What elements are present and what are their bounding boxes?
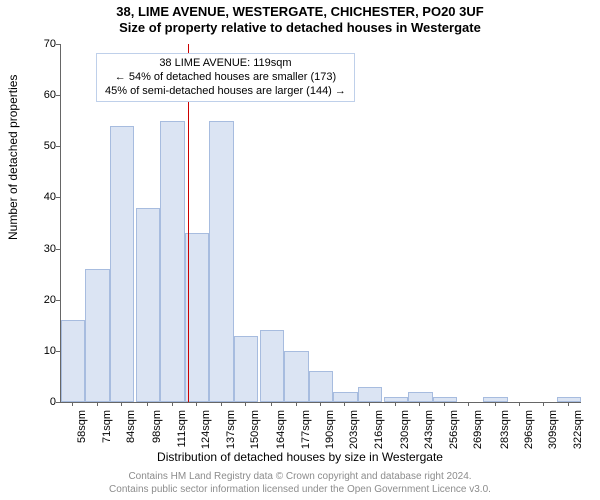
y-axis-label: Number of detached properties bbox=[6, 75, 20, 240]
histogram-bar bbox=[234, 336, 258, 402]
chart-container: { "chart": { "type": "histogram", "backg… bbox=[0, 0, 600, 500]
x-tick-mark bbox=[296, 402, 297, 406]
annotation-box: 38 LIME AVENUE: 119sqm ← 54% of detached… bbox=[96, 53, 355, 102]
y-tick-label: 40 bbox=[44, 191, 56, 203]
y-tick-label: 60 bbox=[44, 89, 56, 101]
x-tick-label: 269sqm bbox=[472, 410, 484, 460]
x-tick-mark bbox=[395, 402, 396, 406]
histogram-bar bbox=[358, 387, 382, 402]
x-tick-mark bbox=[271, 402, 272, 406]
histogram-bar bbox=[284, 351, 308, 402]
x-tick-mark bbox=[172, 402, 173, 406]
x-tick-mark bbox=[147, 402, 148, 406]
x-tick-label: 230sqm bbox=[399, 410, 411, 460]
y-tick-label: 10 bbox=[44, 345, 56, 357]
y-tick-label: 70 bbox=[44, 38, 56, 50]
x-tick-mark bbox=[495, 402, 496, 406]
y-tick-label: 30 bbox=[44, 243, 56, 255]
x-tick-label: 190sqm bbox=[324, 410, 336, 460]
x-tick-mark bbox=[369, 402, 370, 406]
x-tick-mark bbox=[72, 402, 73, 406]
x-tick-label: 177sqm bbox=[300, 410, 312, 460]
chart-titles: 38, LIME AVENUE, WESTERGATE, CHICHESTER,… bbox=[0, 4, 600, 37]
x-tick-label: 296sqm bbox=[523, 410, 535, 460]
y-tick-mark bbox=[56, 351, 60, 352]
annotation-line1: 38 LIME AVENUE: 119sqm bbox=[105, 57, 346, 71]
histogram-bar bbox=[85, 269, 109, 402]
y-tick-label: 50 bbox=[44, 140, 56, 152]
x-tick-mark bbox=[543, 402, 544, 406]
histogram-bar bbox=[136, 208, 160, 402]
x-tick-label: 137sqm bbox=[225, 410, 237, 460]
x-tick-mark bbox=[519, 402, 520, 406]
y-tick-mark bbox=[56, 402, 60, 403]
x-tick-mark bbox=[320, 402, 321, 406]
x-tick-mark bbox=[568, 402, 569, 406]
x-tick-mark bbox=[245, 402, 246, 406]
x-tick-label: 111sqm bbox=[176, 410, 188, 460]
histogram-bar bbox=[209, 121, 233, 402]
x-tick-mark bbox=[444, 402, 445, 406]
footer-line1: Contains HM Land Registry data © Crown c… bbox=[0, 471, 600, 484]
histogram-bar bbox=[260, 330, 284, 402]
x-tick-mark bbox=[196, 402, 197, 406]
histogram-bar bbox=[408, 392, 432, 402]
x-tick-label: 98sqm bbox=[151, 410, 163, 460]
x-tick-label: 71sqm bbox=[101, 410, 113, 460]
x-tick-mark bbox=[121, 402, 122, 406]
x-tick-label: 150sqm bbox=[249, 410, 261, 460]
title-address: 38, LIME AVENUE, WESTERGATE, CHICHESTER,… bbox=[0, 4, 600, 20]
x-tick-label: 84sqm bbox=[125, 410, 137, 460]
x-tick-label: 256sqm bbox=[448, 410, 460, 460]
y-tick-mark bbox=[56, 95, 60, 96]
y-tick-mark bbox=[56, 249, 60, 250]
footer-line2: Contains public sector information licen… bbox=[0, 484, 600, 497]
x-tick-mark bbox=[468, 402, 469, 406]
x-tick-label: 243sqm bbox=[423, 410, 435, 460]
y-tick-mark bbox=[56, 197, 60, 198]
histogram-bar bbox=[309, 371, 333, 402]
y-tick-mark bbox=[56, 146, 60, 147]
x-tick-label: 283sqm bbox=[499, 410, 511, 460]
x-tick-label: 203sqm bbox=[348, 410, 360, 460]
annotation-line2: ← 54% of detached houses are smaller (17… bbox=[105, 71, 346, 85]
y-tick-mark bbox=[56, 300, 60, 301]
y-tick-mark bbox=[56, 44, 60, 45]
histogram-bar bbox=[160, 121, 184, 402]
x-tick-label: 309sqm bbox=[547, 410, 559, 460]
x-tick-label: 216sqm bbox=[373, 410, 385, 460]
x-tick-label: 124sqm bbox=[200, 410, 212, 460]
x-tick-label: 164sqm bbox=[275, 410, 287, 460]
x-tick-mark bbox=[344, 402, 345, 406]
histogram-bar bbox=[61, 320, 85, 402]
x-tick-mark bbox=[419, 402, 420, 406]
title-subtitle: Size of property relative to detached ho… bbox=[0, 20, 600, 36]
x-tick-label: 58sqm bbox=[76, 410, 88, 460]
histogram-bar bbox=[110, 126, 134, 402]
attribution-footer: Contains HM Land Registry data © Crown c… bbox=[0, 471, 600, 496]
y-tick-label: 20 bbox=[44, 294, 56, 306]
annotation-line3: 45% of semi-detached houses are larger (… bbox=[105, 85, 346, 99]
x-tick-label: 322sqm bbox=[572, 410, 584, 460]
histogram-bar bbox=[333, 392, 357, 402]
x-tick-mark bbox=[221, 402, 222, 406]
x-tick-mark bbox=[97, 402, 98, 406]
